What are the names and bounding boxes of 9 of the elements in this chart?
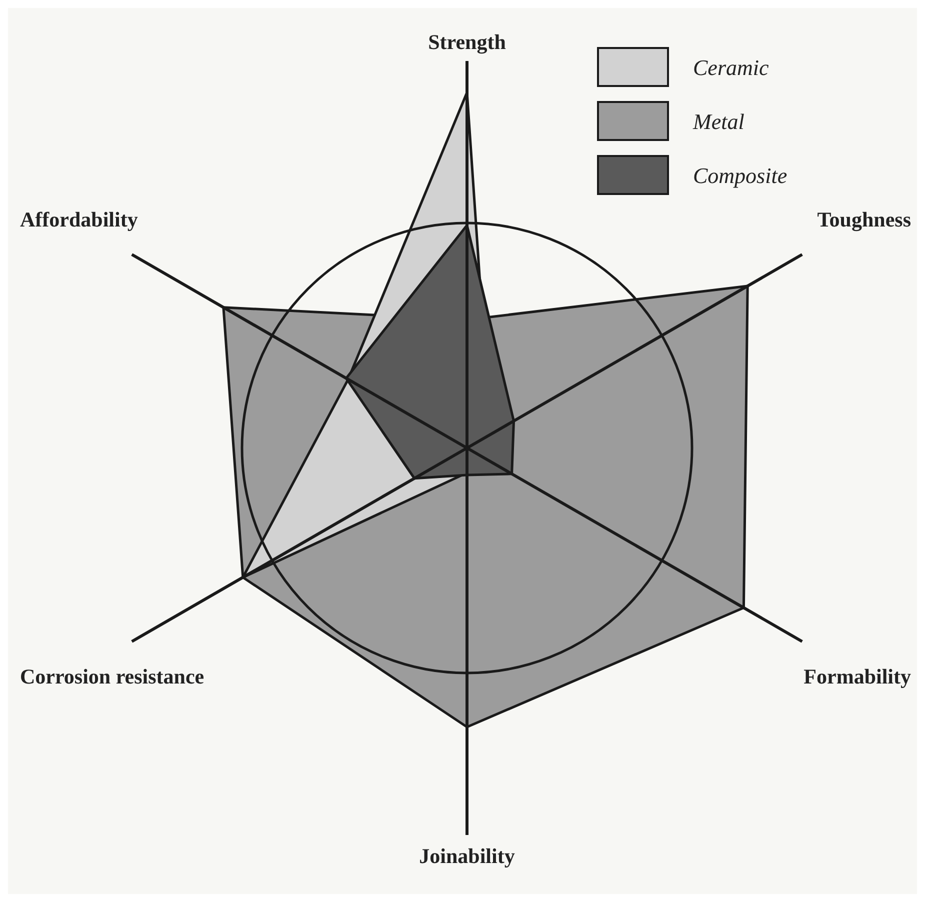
spoke-label: Strength xyxy=(428,30,506,54)
spoke-label: Toughness xyxy=(817,208,911,232)
legend-label: Ceramic xyxy=(693,55,769,80)
spoke-label: Joinability xyxy=(419,844,516,868)
spoke-label: Corrosion resistance xyxy=(20,664,204,688)
legend-label: Metal xyxy=(692,109,744,134)
legend-label: Composite xyxy=(693,163,788,188)
spoke-label: Formability xyxy=(804,664,912,688)
spoke-label: Affordability xyxy=(20,208,138,232)
